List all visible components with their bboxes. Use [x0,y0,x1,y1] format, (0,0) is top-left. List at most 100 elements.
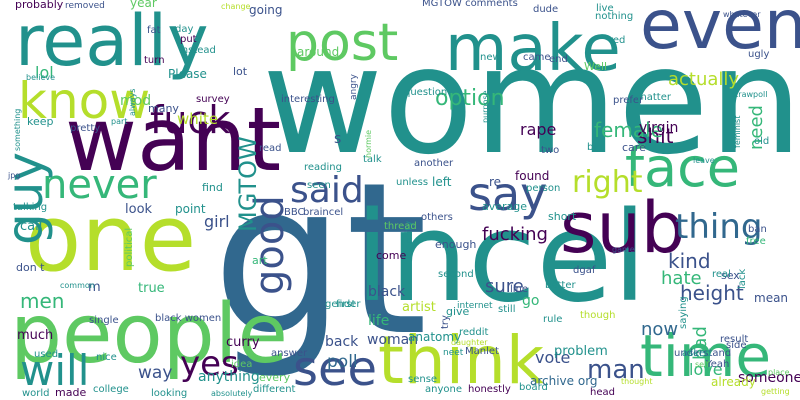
word-looking: looking [151,388,187,399]
word-good: good [247,195,293,295]
word-never: never [42,162,157,208]
word-probably: probably [15,0,64,11]
word-sense: sense [408,374,437,385]
word-find: find [202,181,223,194]
word-braincel: braincel [303,207,343,218]
word-leave: leave [693,156,715,165]
word-lol: lol [35,63,54,82]
word-mgtow-comments: MGTOW comments [422,0,518,9]
word-go: go [522,293,539,309]
word-white: white [177,110,218,128]
word-post: post [286,13,398,73]
word-now: now [641,319,678,340]
word-see: see [293,341,377,397]
word-angry: angry [349,73,359,100]
word-anyone: anyone [425,384,462,395]
word-look: look [125,202,153,217]
word-reading: reading [304,162,342,173]
word-say: say [468,167,547,221]
word-different: different [253,384,296,395]
word-ban: ban [748,224,767,235]
word-around: around [297,45,339,59]
word-enough: enough [435,238,476,251]
word-turn: turn [144,55,165,66]
word-game: game [612,245,635,254]
word-part: part [111,117,127,126]
word-poll: poll [327,352,358,372]
word-yes: yes [180,344,239,384]
word-really: really [15,0,209,82]
word-lot: lot [233,65,248,78]
word-identity: identity [404,221,415,259]
word-always: always [128,89,137,116]
word-political: political [124,228,135,267]
word-removed: removed [65,1,105,11]
word-one: one [25,185,196,292]
word-bad: bad [690,326,711,360]
word-already: already [711,375,756,389]
word-daughter: daughter [451,338,488,347]
word-two: two [541,145,559,156]
word-talking: talking [13,202,47,213]
word-even: even [640,0,800,65]
word-line: line [510,284,528,295]
word-need: need [746,105,767,150]
word-understand: understand [674,348,731,359]
word-black-women: black women [155,313,221,324]
word-know: know [18,72,150,130]
word-yeah: Yeah [705,359,729,370]
word-said: said [290,170,364,211]
word-getting: getting [761,387,790,396]
word-board: board [519,382,548,393]
word-black: black [368,284,406,300]
word-year: year [130,0,157,10]
word-feminist: feminist [733,116,742,148]
word-seen: seen [307,180,331,191]
word-going: going [249,3,283,17]
word-end: end [549,54,568,65]
word-true: true [138,281,165,296]
word-red: red [609,35,625,46]
word-matter: matter [637,92,672,103]
word-mgtow: MGTOW [234,136,262,232]
word-still: still [498,304,515,315]
word-dude: dude [533,4,558,15]
word-kind: kind [668,249,711,273]
word-real: real [712,269,731,280]
word-person: person [526,183,560,194]
word-think: think [378,322,545,399]
word-girl: girl [204,212,230,231]
word-man: man [587,355,645,385]
word-vote: vote [535,348,570,367]
word-love: love [689,360,723,379]
word-unless: unless [396,177,428,188]
word-new: new [480,52,501,63]
word-want: want [65,88,281,191]
word-well: Well [584,60,607,73]
word-reddit: reddit [459,327,489,338]
word-big: big [587,142,602,153]
word-purpose: purpose [481,90,490,123]
word-men: men [20,289,64,313]
word-prefer: prefer [613,95,644,106]
word-incel: incel [355,186,647,330]
word-strawpoll: strawpoll [731,90,767,99]
word-anything: anything [198,369,260,385]
word-anatomy: anatomy [408,330,461,344]
word-face: face [625,136,740,199]
word-women: women [262,15,800,187]
word-someone: someone [738,370,800,386]
word-average: average [482,200,527,213]
word-survey: survey [196,94,230,105]
word-make: make [445,12,621,86]
word-problem: problem [554,344,608,359]
word-result: result [720,334,748,345]
word-old: old [754,136,769,147]
word-don-t: don t [16,261,45,274]
word-fuck: fuck [150,98,230,142]
word-saying: saying [678,296,689,329]
word-talk: talk [363,154,382,165]
word-common: common [60,281,95,290]
word-nothing: nothing [595,11,633,22]
